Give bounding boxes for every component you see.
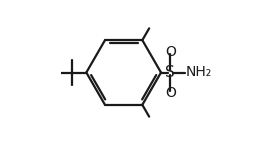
Text: S: S	[165, 65, 175, 80]
Text: NH₂: NH₂	[185, 66, 212, 79]
Text: O: O	[165, 45, 176, 59]
Text: O: O	[165, 86, 176, 100]
